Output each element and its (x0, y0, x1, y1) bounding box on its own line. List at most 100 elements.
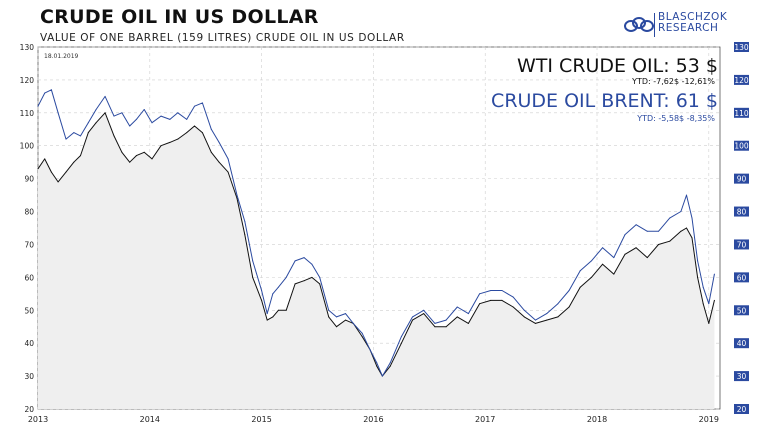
right-y-tick-label: 30 (737, 372, 747, 381)
data-point (244, 220, 246, 222)
data-point (624, 234, 626, 236)
right-axis-badge (734, 272, 749, 283)
data-point (303, 280, 305, 282)
data-point (613, 273, 615, 275)
data-point (311, 276, 313, 278)
data-point (568, 306, 570, 308)
data-point (680, 211, 682, 212)
right-y-tick-label: 60 (737, 273, 747, 282)
data-point (319, 283, 321, 285)
data-point (613, 257, 615, 259)
data-point (602, 247, 604, 249)
data-point (501, 290, 503, 291)
data-point (658, 244, 659, 245)
x-tick-label: 2018 (587, 415, 607, 424)
data-point (129, 125, 131, 127)
data-point (303, 257, 305, 259)
data-point (467, 313, 469, 315)
data-point (501, 299, 503, 301)
x-tick-label: 2019 (699, 415, 719, 424)
wti-ytd-label: YTD: -7,62$ -12,61% (631, 77, 715, 86)
data-point (294, 283, 296, 285)
data-point (590, 260, 592, 262)
data-point (479, 293, 481, 295)
data-point (272, 293, 274, 295)
logo-icon (624, 17, 654, 32)
data-point (57, 112, 59, 114)
data-point (546, 319, 548, 321)
data-point (686, 227, 687, 229)
data-point (113, 135, 115, 137)
data-point (702, 303, 704, 305)
data-point (691, 237, 693, 239)
wti-area-fill (38, 112, 715, 410)
data-point (456, 316, 458, 318)
chart-subtitle: VALUE OF ONE BARREL (159 LITRES) CRUDE O… (40, 32, 405, 44)
y-tick-label: 100 (20, 142, 35, 151)
data-point (512, 296, 514, 298)
brent-ytd-label: YTD: -5,58$ -8,35% (636, 114, 715, 123)
y-tick-label: 20 (24, 405, 34, 414)
data-point (400, 336, 402, 338)
data-point (691, 217, 693, 219)
y-tick-label: 40 (24, 339, 34, 348)
data-point (177, 138, 179, 140)
data-point (44, 92, 46, 94)
data-point (669, 217, 671, 219)
series-line-1 (37, 89, 715, 377)
data-point (434, 326, 436, 328)
data-point (535, 319, 536, 321)
data-point (328, 309, 330, 311)
y-tick-label: 120 (20, 76, 35, 85)
data-point (218, 141, 220, 143)
data-point (445, 319, 447, 321)
x-tick-label: 2013 (28, 415, 48, 424)
data-point (37, 105, 39, 107)
data-point (143, 109, 145, 110)
data-point (713, 273, 715, 275)
data-point (579, 270, 581, 272)
data-point (400, 342, 402, 344)
data-point (210, 128, 212, 130)
data-point (236, 194, 238, 196)
data-point (336, 326, 337, 328)
data-point (104, 95, 106, 97)
data-point (73, 161, 75, 163)
data-point (635, 247, 637, 249)
data-point (361, 336, 363, 338)
data-point (201, 102, 203, 104)
y-tick-label: 60 (24, 273, 34, 282)
data-point (423, 313, 425, 315)
data-point (294, 260, 296, 262)
data-point (244, 234, 246, 236)
right-axis-badge (734, 42, 749, 52)
data-point (87, 132, 89, 134)
data-point (236, 197, 238, 199)
data-point (129, 161, 131, 163)
data-point (80, 135, 81, 137)
data-point (266, 313, 268, 315)
data-point (113, 115, 115, 117)
series-lines (37, 89, 715, 377)
data-point (490, 299, 492, 301)
data-point (194, 105, 195, 107)
x-tick-label: 2014 (140, 415, 160, 424)
right-axis-badge (734, 305, 749, 316)
data-point (490, 290, 492, 291)
right-y-tick-label: 120 (734, 76, 749, 85)
right-y-tick-label: 130 (734, 43, 749, 52)
y-tick-label: 50 (24, 306, 34, 315)
data-point (65, 138, 67, 140)
data-point (277, 286, 279, 288)
x-tick-label: 2015 (251, 415, 271, 424)
data-point (434, 322, 436, 324)
right-axis-badge (734, 404, 749, 414)
data-point (218, 161, 220, 163)
data-point (658, 230, 659, 232)
data-point (261, 290, 263, 291)
data-point (44, 158, 46, 160)
data-point (50, 89, 52, 91)
data-point (602, 263, 604, 265)
data-point (381, 375, 383, 377)
data-point (95, 109, 97, 110)
